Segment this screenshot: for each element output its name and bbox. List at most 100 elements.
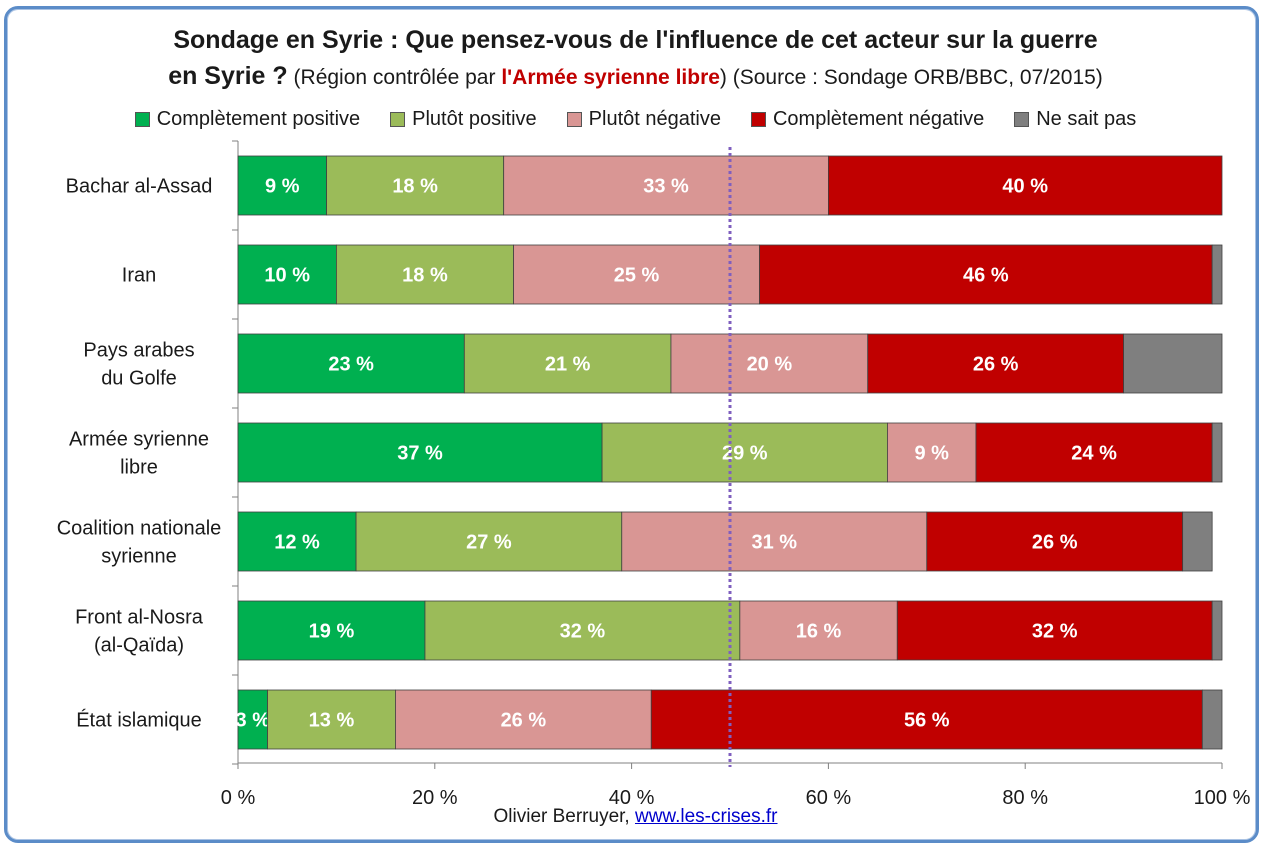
data-label: 32 % xyxy=(560,621,606,643)
data-label: 33 % xyxy=(643,176,689,198)
chart-title-line2-pre: (Région contrôlée par xyxy=(293,66,502,89)
bar-segment xyxy=(237,689,268,750)
bar-segment xyxy=(1211,422,1223,483)
category-label: du Golfe xyxy=(101,368,177,390)
chart-title-line2: en Syrie ? (Région contrôlée par l'Armée… xyxy=(0,62,1271,91)
data-label: 23 % xyxy=(328,354,374,376)
footer-link[interactable]: www.les-crises.fr xyxy=(634,806,778,827)
bar-segment xyxy=(1182,511,1213,572)
bar-segment xyxy=(670,333,869,394)
data-label: 29 % xyxy=(722,443,768,465)
data-label: 3 % xyxy=(236,710,271,732)
legend-item-4: Ne sait pas xyxy=(1014,108,1136,131)
bar-segment xyxy=(463,333,672,394)
bar-segment xyxy=(237,244,337,305)
category-label: État islamique xyxy=(76,709,202,732)
data-label: 20 % xyxy=(747,354,793,376)
category-label: Pays arabes xyxy=(83,340,194,362)
bar-segment xyxy=(601,422,888,483)
chart-title-line1: Sondage en Syrie : Que pensez-vous de l'… xyxy=(173,26,1098,54)
legend-item-2: Plutôt négative xyxy=(566,108,721,131)
chart-title-line2-bold: en Syrie ? xyxy=(168,62,288,90)
legend-item-3: Complètement négative xyxy=(750,108,985,131)
data-label: 32 % xyxy=(1032,621,1078,643)
bar-segment xyxy=(1211,600,1223,661)
x-tick-label: 0 % xyxy=(221,787,256,809)
footer: Olivier Berruyer, www.les-crises.fr xyxy=(0,806,1271,828)
bar-segment xyxy=(335,244,514,305)
x-tick-label: 40 % xyxy=(609,787,655,809)
legend-swatch xyxy=(566,112,582,127)
bar-segment xyxy=(867,333,1125,394)
bar-segment xyxy=(267,689,396,750)
bar-segment xyxy=(621,511,928,572)
data-label: 46 % xyxy=(963,265,1009,287)
data-label: 40 % xyxy=(1002,176,1048,198)
bar-segment xyxy=(887,422,977,483)
category-label: Armée syrienne xyxy=(69,429,209,451)
data-label: 19 % xyxy=(309,621,355,643)
data-label: 9 % xyxy=(914,443,949,465)
chart-title-line2-red: l'Armée syrienne libre xyxy=(501,66,720,89)
bar-segment xyxy=(1211,244,1223,305)
data-label: 26 % xyxy=(501,710,547,732)
legend-label: Complètement positive xyxy=(156,108,361,130)
legend: Complètement positive Plutôt positive Plut… xyxy=(0,108,1271,131)
data-label: 21 % xyxy=(545,354,591,376)
data-label: 37 % xyxy=(397,443,443,465)
chart-title-line2-post: ) (Source : Sondage ORB/BBC, 07/2015) xyxy=(719,66,1103,89)
bar-segment xyxy=(739,600,898,661)
data-label: 27 % xyxy=(466,532,512,554)
bar-segment xyxy=(326,155,505,216)
bar-segment xyxy=(975,422,1213,483)
data-label: 31 % xyxy=(751,532,797,554)
bar-segment xyxy=(1123,333,1223,394)
x-tick-label: 20 % xyxy=(412,787,458,809)
legend-label: Complètement négative xyxy=(772,108,985,130)
category-label: Iran xyxy=(122,265,156,287)
category-label: Front al-Nosra xyxy=(75,607,204,629)
legend-item-0: Complètement positive xyxy=(134,108,361,131)
data-label: 18 % xyxy=(402,265,448,287)
legend-swatch xyxy=(134,112,150,127)
category-label: Bachar al-Assad xyxy=(66,176,213,198)
data-label: 10 % xyxy=(264,265,310,287)
bar-segment xyxy=(828,155,1223,216)
bar-segment xyxy=(896,600,1213,661)
data-label: 25 % xyxy=(614,265,660,287)
category-label: Coalition nationale xyxy=(57,518,222,540)
legend-swatch xyxy=(390,112,406,127)
data-label: 24 % xyxy=(1071,443,1117,465)
legend-label: Ne sait pas xyxy=(1036,108,1137,130)
legend-swatch xyxy=(750,112,766,127)
bar-segment xyxy=(395,689,652,750)
data-label: 12 % xyxy=(274,532,320,554)
bar-segment xyxy=(503,155,829,216)
bar-segment xyxy=(355,511,623,572)
data-label: 18 % xyxy=(392,176,438,198)
bar-segment xyxy=(513,244,760,305)
footer-author: Olivier Berruyer, xyxy=(493,806,630,827)
bar-segment xyxy=(237,600,426,661)
bar-segment xyxy=(237,511,357,572)
bar-segment xyxy=(237,155,327,216)
legend-label: Plutôt positive xyxy=(412,108,537,130)
bar-segment xyxy=(650,689,1203,750)
data-label: 56 % xyxy=(904,710,950,732)
x-tick-label: 100 % xyxy=(1194,787,1251,809)
x-tick-label: 60 % xyxy=(806,787,852,809)
legend-swatch xyxy=(1014,112,1030,127)
data-label: 26 % xyxy=(1032,532,1078,554)
bar-segment xyxy=(424,600,741,661)
category-label: libre xyxy=(120,457,158,479)
data-label: 9 % xyxy=(265,176,300,198)
bar-segment xyxy=(237,333,465,394)
bar-segment xyxy=(926,511,1184,572)
data-label: 26 % xyxy=(973,354,1019,376)
bar-segment xyxy=(1201,689,1223,750)
category-label: (al-Qaïda) xyxy=(94,635,184,657)
data-label: 16 % xyxy=(796,621,842,643)
legend-label: Plutôt négative xyxy=(588,108,721,130)
x-tick-label: 80 % xyxy=(1002,787,1048,809)
